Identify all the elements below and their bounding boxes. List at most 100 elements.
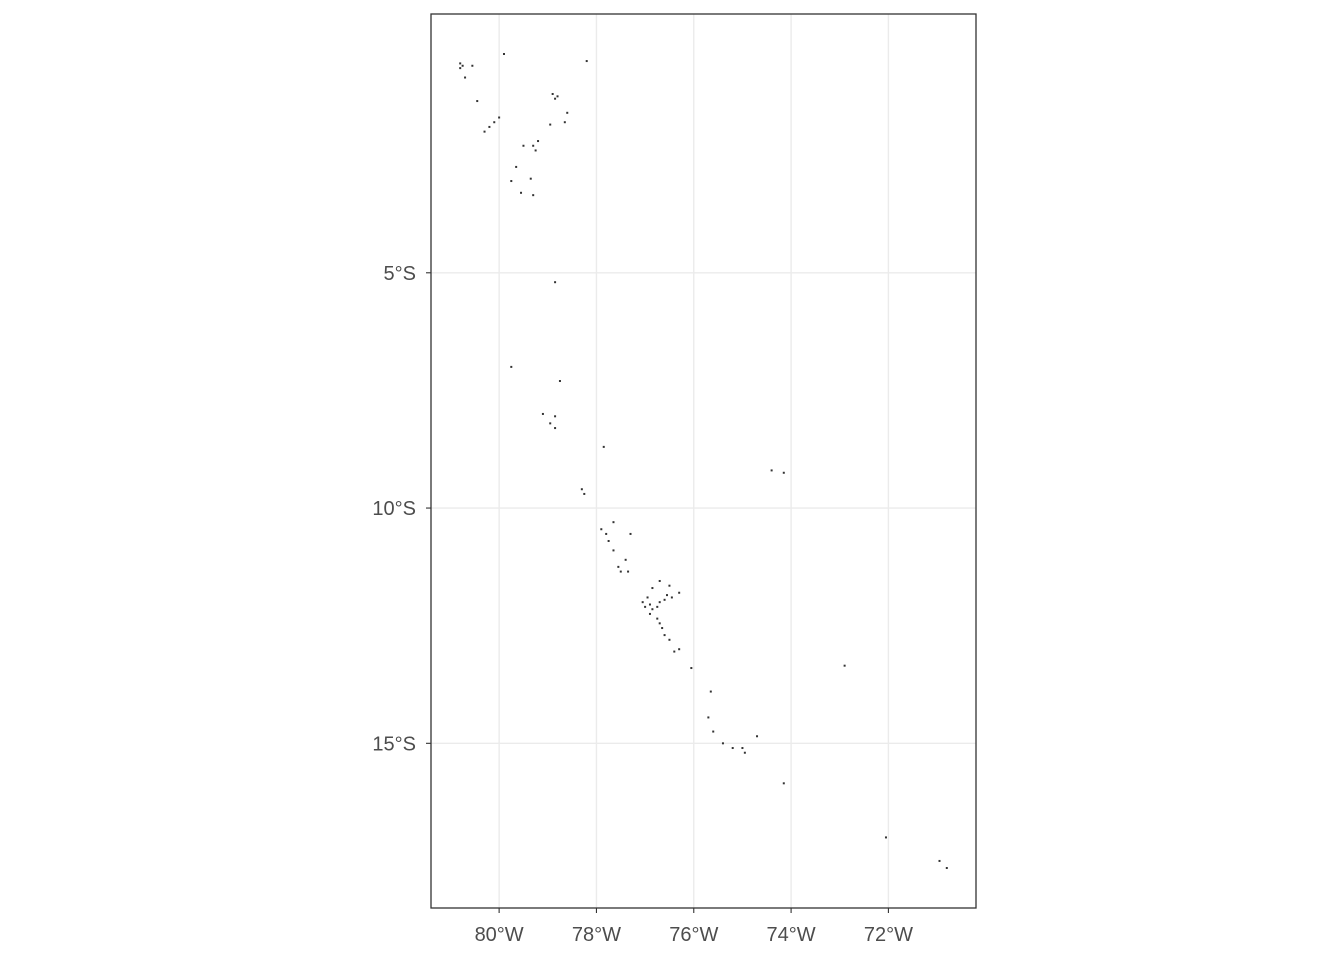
x-tick-label-1: 78°W	[572, 924, 621, 946]
map-point-0-73	[709, 690, 712, 693]
map-point-0-31	[549, 422, 552, 425]
map-point-0-52	[666, 594, 669, 597]
map-point-0-74	[707, 716, 710, 719]
map-point-0-77	[731, 747, 734, 750]
map-point-0-78	[741, 747, 744, 750]
map-point-0-35	[580, 488, 583, 491]
map-point-0-80	[756, 735, 759, 738]
map-point-0-69	[678, 648, 681, 651]
map-point-0-46	[624, 558, 627, 561]
map-point-0-23	[510, 180, 513, 183]
panel-background	[431, 14, 976, 908]
map-point-0-58	[651, 608, 654, 611]
map-point-0-51	[678, 591, 681, 594]
x-tick-label-3: 74°W	[767, 924, 816, 946]
map-point-0-41	[607, 539, 610, 542]
panel-border	[430, 13, 977, 909]
map-point-0-19	[532, 144, 535, 147]
map-point-0-66	[661, 627, 664, 630]
map-point-0-5	[502, 52, 505, 55]
map-point-0-34	[602, 445, 605, 448]
map-point-0-82	[884, 836, 887, 839]
map-point-0-40	[605, 532, 608, 535]
map-point-0-27	[554, 281, 557, 284]
map-point-0-56	[644, 605, 647, 608]
map-point-0-29	[558, 380, 561, 383]
map-point-0-15	[488, 125, 491, 128]
y-tick-label-2: 15°S	[372, 733, 416, 755]
map-point-0-2	[459, 67, 462, 70]
map-point-0-7	[476, 100, 479, 103]
x-tick-label-4: 72°W	[864, 924, 913, 946]
map-point-0-30	[541, 412, 544, 415]
map-point-0-64	[656, 617, 659, 620]
y-tick-label-0: 5°S	[384, 263, 416, 285]
map-point-0-84	[945, 867, 948, 870]
y-tick-label-1: 10°S	[372, 498, 416, 520]
map-point-0-16	[483, 130, 486, 133]
map-point-0-70	[673, 650, 676, 653]
map-point-0-25	[520, 191, 523, 194]
map-point-0-38	[782, 471, 785, 474]
map-point-0-8	[551, 92, 554, 95]
map-point-0-47	[627, 570, 630, 573]
map-point-0-9	[556, 95, 559, 98]
x-axis: 80°W 78°W 76°W 74°W 72°W	[475, 908, 913, 946]
y-axis: 5°S 10°S 15°S	[372, 263, 431, 755]
map-point-0-39	[600, 528, 603, 531]
map-point-0-72	[843, 664, 846, 667]
map-point-0-75	[712, 730, 715, 733]
map-point-0-83	[938, 859, 941, 862]
map-point-0-26	[532, 194, 535, 197]
map-point-0-4	[464, 76, 467, 79]
map-point-0-37	[770, 469, 773, 472]
map-point-0-71	[690, 667, 693, 670]
map-point-0-81	[782, 782, 785, 785]
map-point-0-20	[537, 140, 540, 143]
map-point-0-33	[554, 415, 557, 418]
map-point-0-17	[549, 123, 552, 126]
map-point-0-21	[534, 149, 537, 152]
map-point-0-55	[641, 601, 644, 604]
map-point-0-59	[656, 605, 659, 608]
x-tick-label-0: 80°W	[475, 924, 524, 946]
map-point-0-28	[510, 365, 513, 368]
map-point-0-18	[522, 144, 525, 147]
map-point-0-42	[612, 521, 615, 524]
map-point-0-14	[493, 121, 496, 124]
x-tick-label-2: 76°W	[669, 924, 718, 946]
map-point-0-32	[554, 427, 557, 430]
map-point-0-11	[566, 111, 569, 114]
map-point-0-24	[529, 177, 532, 180]
map-point-0-67	[663, 634, 666, 637]
map-point-0-65	[658, 622, 661, 625]
map-point-0-44	[612, 549, 615, 552]
map-point-0-22	[515, 165, 518, 168]
map-point-0-45	[617, 565, 620, 568]
map-point-0-0	[459, 62, 462, 65]
map-point-0-49	[658, 579, 661, 582]
map-points	[459, 52, 948, 870]
map-point-0-54	[646, 596, 649, 599]
map-point-0-63	[648, 612, 651, 615]
map-point-0-62	[670, 596, 673, 599]
map-point-0-60	[658, 601, 661, 604]
grid-lines	[431, 14, 976, 908]
map-point-0-61	[663, 598, 666, 601]
map-point-0-36	[583, 492, 586, 495]
map-point-0-68	[668, 638, 671, 641]
map-point-0-13	[498, 116, 501, 119]
map-point-0-79	[743, 751, 746, 754]
map-point-0-12	[563, 121, 566, 124]
map-point-0-53	[651, 587, 654, 590]
map-point-0-43	[629, 532, 632, 535]
map-point-0-57	[648, 603, 651, 606]
map-point-0-1	[461, 64, 464, 67]
map-point-0-3	[471, 64, 474, 67]
map-point-0-6	[585, 60, 588, 63]
map-point-0-48	[619, 570, 622, 573]
map-point-0-10	[554, 97, 557, 100]
map-point-0-76	[721, 742, 724, 745]
map-point-0-50	[668, 584, 671, 587]
